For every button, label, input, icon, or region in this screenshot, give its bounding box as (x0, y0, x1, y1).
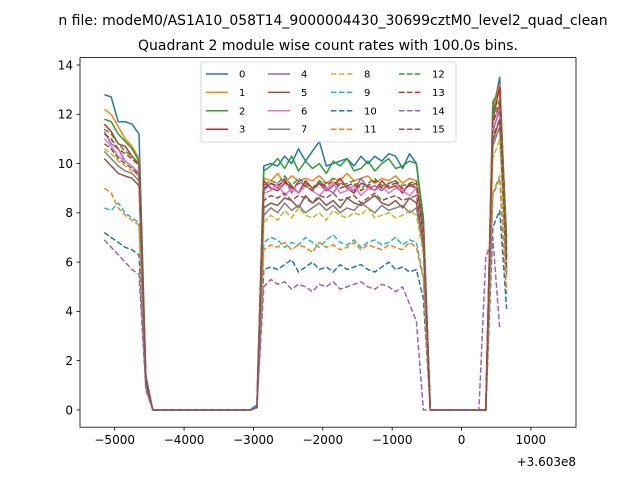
legend-label-3: 3 (239, 125, 245, 136)
y-tick-label: 4 (65, 305, 73, 319)
y-tick-label: 2 (65, 354, 73, 368)
x-offset-label: +3.603e8 (517, 455, 576, 469)
legend-label-9: 9 (364, 88, 370, 99)
y-tick-label: 8 (65, 206, 73, 220)
legend-label-15: 15 (432, 125, 445, 136)
series-line-5 (103, 118, 508, 411)
y-tick-label: 0 (65, 403, 73, 417)
y-tick-label: 10 (58, 157, 73, 171)
series-line-15 (103, 118, 508, 411)
x-tick-label: −4000 (164, 433, 205, 447)
y-axis: 0 2 4 6 8 10 12 14 (58, 58, 80, 417)
legend-label-10: 10 (364, 106, 377, 117)
legend-label-5: 5 (301, 88, 307, 99)
series-line-6 (103, 103, 508, 411)
legend-label-14: 14 (432, 106, 445, 117)
y-tick-label: 12 (58, 108, 73, 122)
x-tick-label: −2000 (303, 433, 344, 447)
legend-label-8: 8 (364, 70, 370, 81)
x-axis: −5000 −4000 −3000 −2000 −1000 0 1000 (94, 427, 546, 447)
x-tick-label: −1000 (372, 433, 413, 447)
y-tick-label: 6 (65, 255, 73, 269)
series-line-13 (103, 103, 508, 411)
series-line-14 (103, 236, 501, 411)
x-tick-label: −3000 (233, 433, 274, 447)
series-line-12 (103, 98, 508, 411)
chart-title: Quadrant 2 module wise count rates with … (138, 38, 518, 54)
x-tick-label: −5000 (94, 433, 135, 447)
series-line-7 (103, 125, 508, 411)
legend-label-13: 13 (432, 88, 445, 99)
series-line-4 (103, 108, 508, 411)
plot-lines (103, 76, 508, 411)
y-tick-label: 14 (58, 58, 73, 72)
legend-frame (200, 61, 457, 143)
legend-label-12: 12 (432, 70, 445, 81)
legend-label-11: 11 (364, 125, 377, 136)
legend-label-7: 7 (301, 125, 307, 136)
chart-suptitle: n file: modeM0/AS1A10_058T14_9000004430_… (58, 13, 607, 29)
series-line-10 (103, 209, 508, 411)
legend-label-4: 4 (301, 70, 307, 81)
series-line-8 (103, 138, 508, 411)
series-line-11 (103, 175, 508, 411)
x-tick-label: 1000 (516, 433, 547, 447)
legend-label-1: 1 (239, 88, 245, 99)
legend-label-6: 6 (301, 106, 307, 117)
legend-label-2: 2 (239, 106, 245, 117)
plot-frame (79, 57, 577, 428)
x-tick-label: 0 (458, 433, 466, 447)
legend-label-0: 0 (239, 70, 245, 81)
